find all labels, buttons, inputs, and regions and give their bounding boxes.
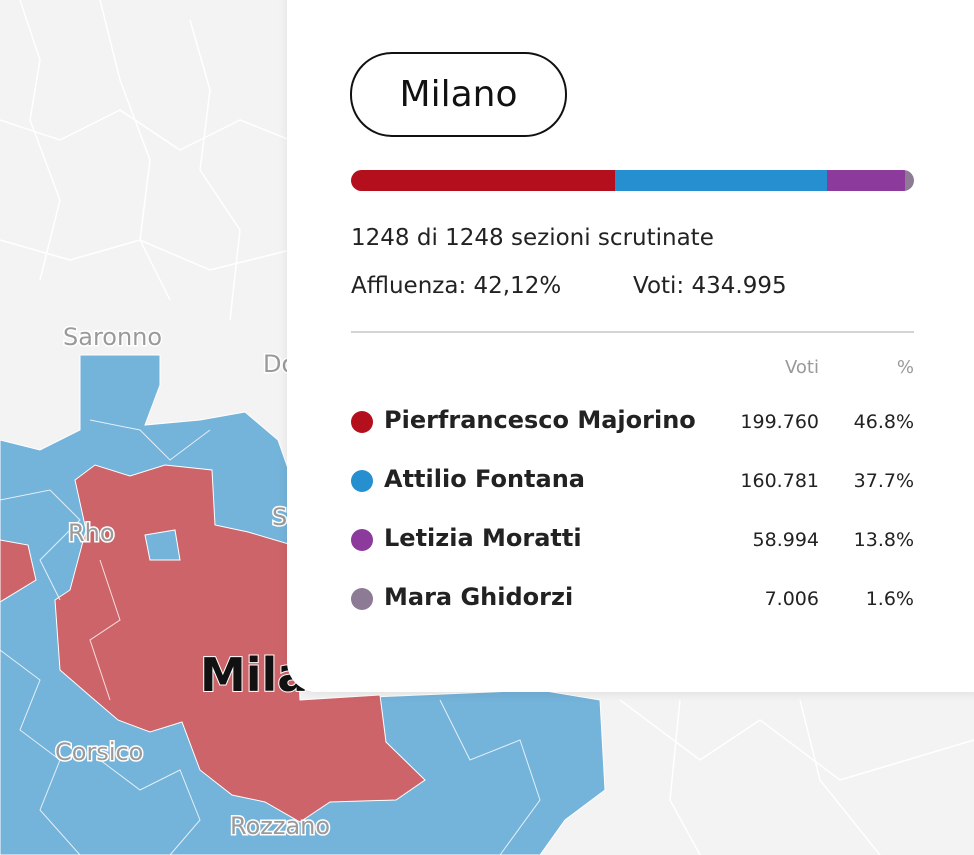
region-red (0, 539, 37, 603)
municipal-borders (0, 419, 541, 855)
candidate-votes: 7.006 (764, 588, 819, 610)
candidate-pct: 46.8% (853, 411, 914, 433)
candidate-color-dot (351, 470, 373, 492)
map-label: Rho (68, 519, 115, 547)
candidate-row: Pierfrancesco Majorino 199.760 46.8% (351, 402, 914, 442)
candidate-name: Attilio Fontana (384, 465, 585, 493)
votes-total-text: Voti: 434.995 (633, 273, 787, 299)
candidate-votes: 58.994 (752, 529, 819, 551)
map-label: Rozzano (230, 812, 330, 840)
candidate-name: Mara Ghidorzi (384, 583, 574, 611)
header-pct: % (896, 357, 914, 378)
city-title: Milano (350, 52, 567, 137)
candidate-votes: 199.760 (740, 411, 819, 433)
bar-segment (351, 170, 615, 191)
map-label: Saronno (63, 323, 162, 351)
candidate-row: Attilio Fontana 160.781 37.7% (351, 461, 914, 501)
candidate-pct: 13.8% (853, 529, 914, 551)
candidate-name: Pierfrancesco Majorino (384, 406, 696, 434)
candidate-pct: 37.7% (853, 470, 914, 492)
bar-segment (826, 170, 905, 191)
candidate-row: Letizia Moratti 58.994 13.8% (351, 520, 914, 560)
map-label: S (272, 503, 287, 531)
region-blue (144, 529, 181, 561)
results-card: Milano 1248 di 1248 sezioni scrutinate A… (287, 0, 974, 692)
candidate-pct: 1.6% (865, 588, 914, 610)
header-votes: Voti (785, 357, 819, 378)
candidate-color-dot (351, 411, 373, 433)
candidate-color-dot (351, 529, 373, 551)
bar-segment (614, 170, 827, 191)
results-bar (351, 170, 914, 191)
candidate-name: Letizia Moratti (384, 524, 582, 552)
turnout-text: Affluenza: 42,12% (351, 273, 562, 299)
region-red (54, 464, 426, 823)
map-label: Corsico (55, 738, 143, 766)
candidate-color-dot (351, 588, 373, 610)
sections-text: 1248 di 1248 sezioni scrutinate (351, 225, 714, 251)
candidate-votes: 160.781 (740, 470, 819, 492)
bar-segment (904, 170, 914, 191)
divider (351, 331, 914, 333)
candidate-row: Mara Ghidorzi 7.006 1.6% (351, 579, 914, 619)
